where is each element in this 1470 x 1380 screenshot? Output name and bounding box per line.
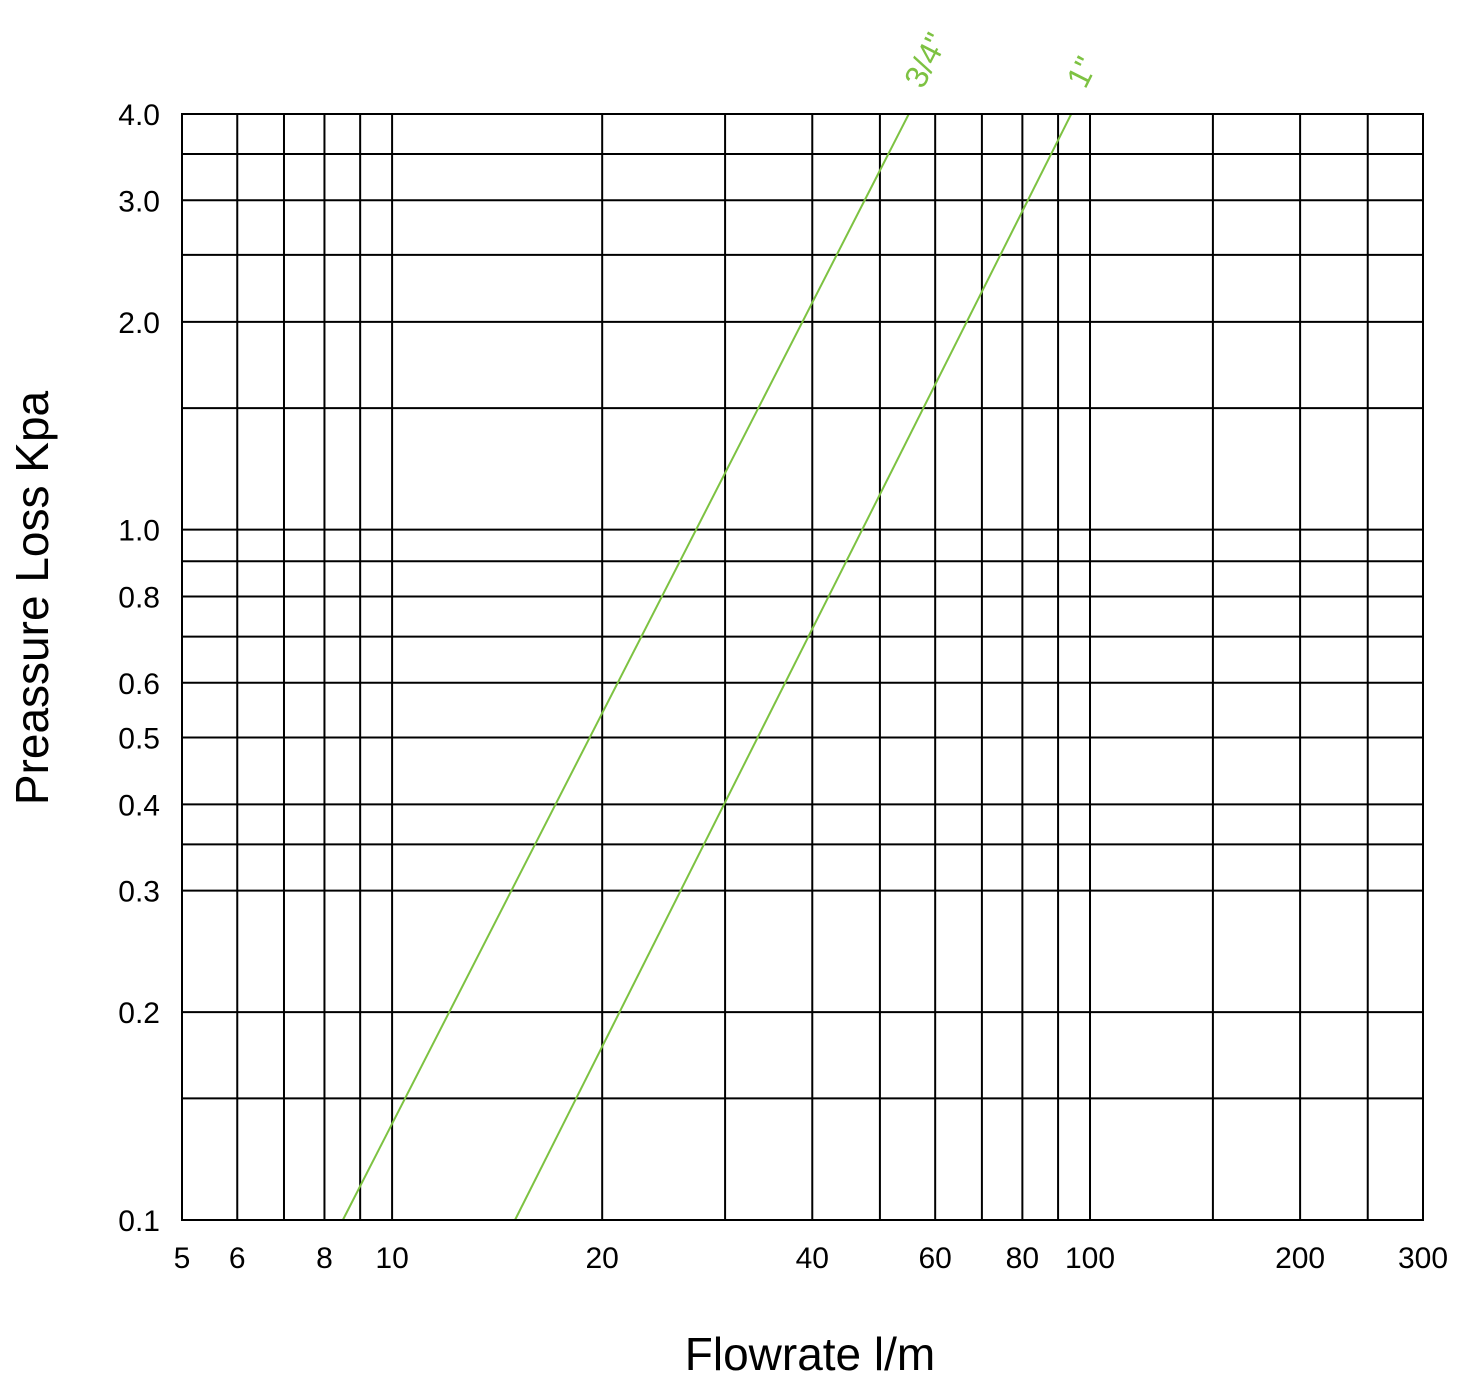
- y-tick-label: 0.1: [118, 1205, 160, 1238]
- y-tick-label: 2.0: [118, 307, 160, 340]
- y-tick-label: 0.6: [118, 668, 160, 701]
- x-tick-label: 10: [375, 1242, 408, 1275]
- x-tick-labels: 5 6 8 10 20 40 60 80 100 200 300: [174, 1242, 1448, 1275]
- x-tick-label: 5: [174, 1242, 191, 1275]
- x-axis-title: Flowrate l/m: [685, 1328, 935, 1380]
- y-tick-label: 0.3: [118, 876, 160, 909]
- series-label: 1": [1059, 51, 1104, 93]
- y-tick-label: 4.0: [118, 99, 160, 132]
- y-tick-label: 0.8: [118, 582, 160, 615]
- x-gridlines: [236, 114, 1369, 1220]
- y-tick-label: 1.0: [118, 515, 160, 548]
- y-tick-label: 0.4: [118, 789, 160, 822]
- x-tick-label: 6: [229, 1242, 246, 1275]
- series-lines: [341, 113, 1073, 1221]
- x-tick-label: 60: [918, 1242, 951, 1275]
- x-tick-label: 100: [1065, 1242, 1115, 1275]
- x-tick-label: 300: [1398, 1242, 1448, 1275]
- y-gridlines: [182, 153, 1423, 1100]
- x-tick-label: 20: [585, 1242, 618, 1275]
- y-tick-labels: 4.0 3.0 2.0 1.0 0.8 0.6 0.5 0.4 0.3 0.2 0.1: [118, 99, 160, 1238]
- y-tick-label: 0.2: [118, 997, 160, 1030]
- y-tick-label: 3.0: [118, 185, 160, 218]
- x-tick-label: 40: [796, 1242, 829, 1275]
- series-label: 3/4": [897, 27, 954, 93]
- y-axis-title: Preassure Loss Kpa: [6, 390, 58, 805]
- series-line: [341, 113, 910, 1221]
- plot-border: [181, 113, 1424, 1221]
- x-tick-label: 8: [316, 1242, 333, 1275]
- series-labels: 3/4" 1": [897, 27, 1105, 93]
- y-tick-label: 0.5: [118, 722, 160, 755]
- x-tick-label: 200: [1275, 1242, 1325, 1275]
- series-line: [514, 113, 1073, 1221]
- x-tick-label: 80: [1006, 1242, 1039, 1275]
